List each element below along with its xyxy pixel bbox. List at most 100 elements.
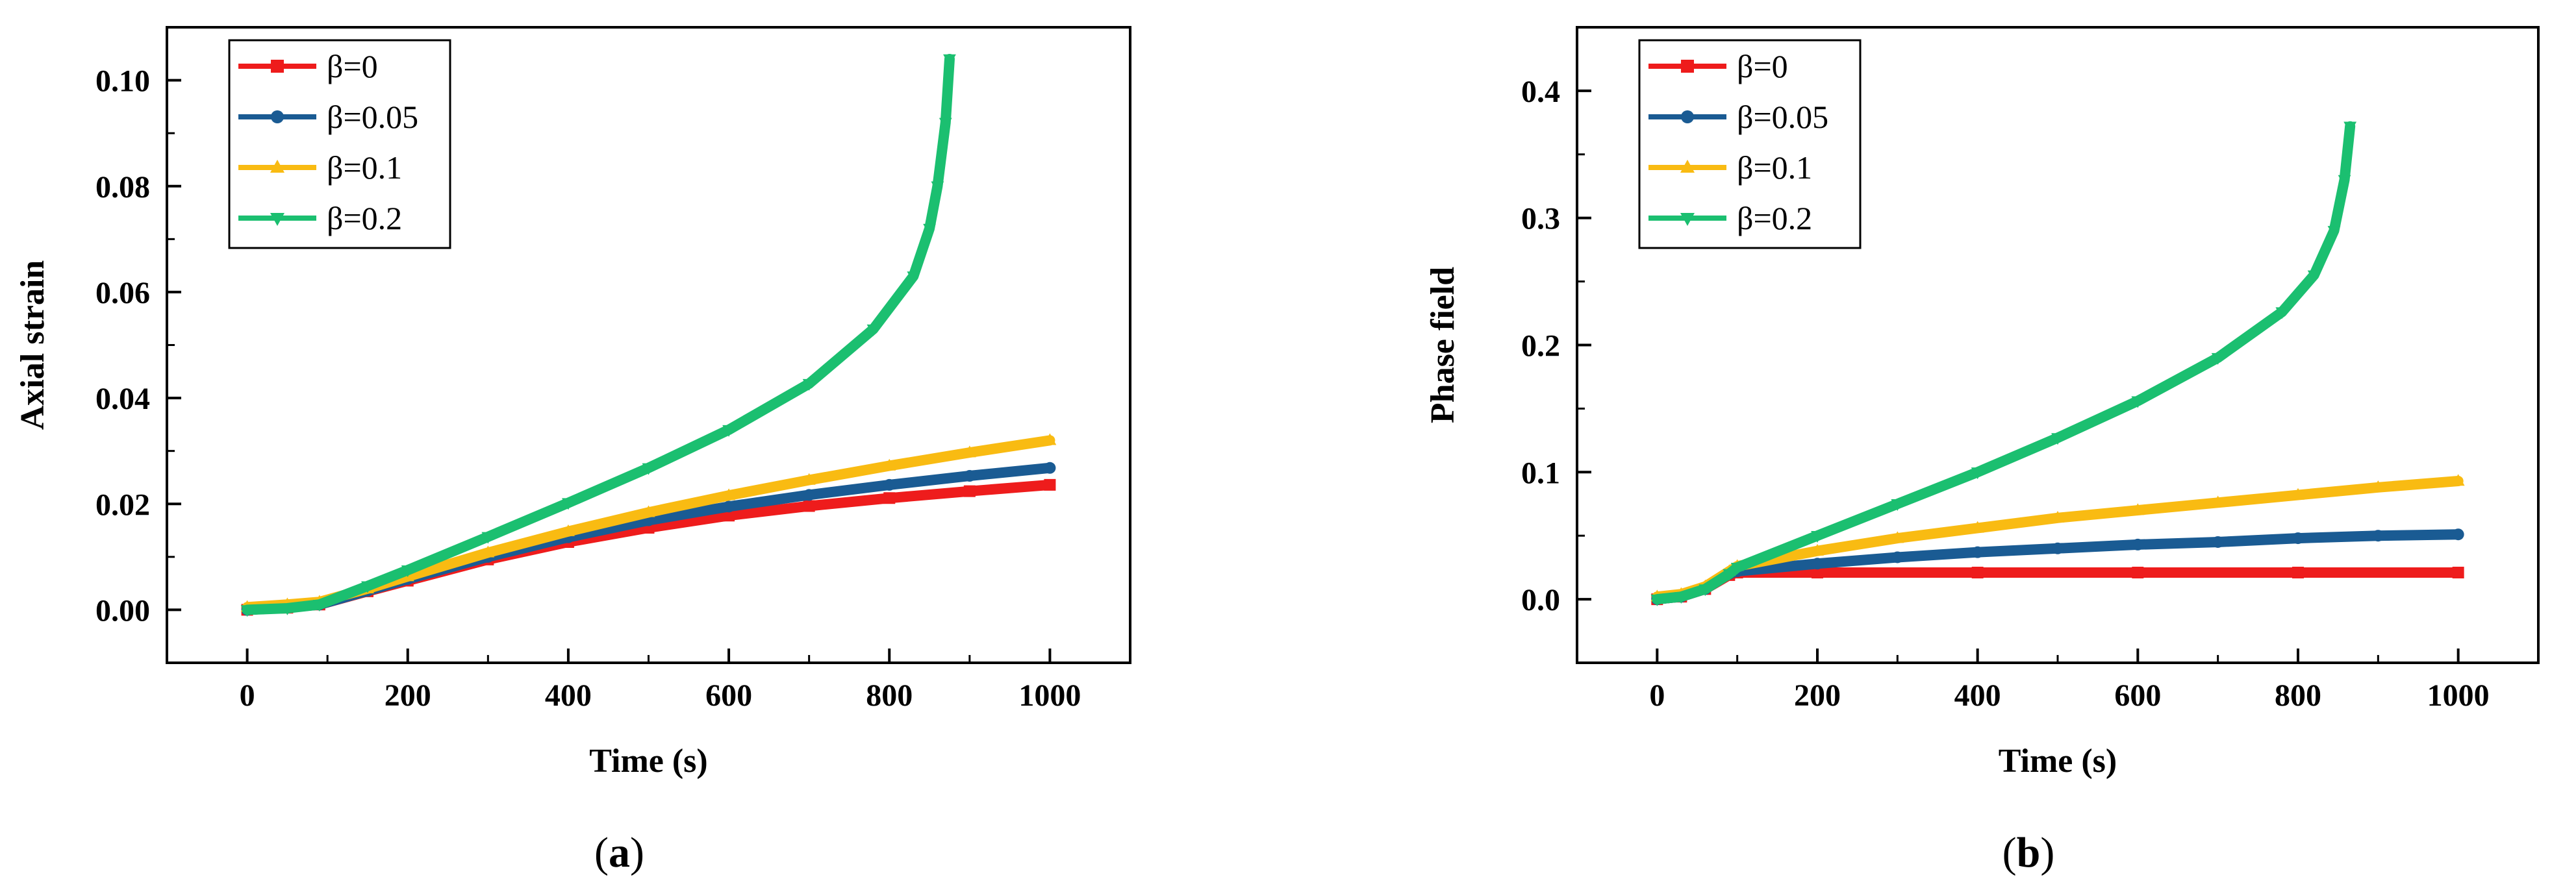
- chart-b-series-2: [1651, 528, 2464, 606]
- chart-a-data-point: [939, 117, 952, 130]
- chart-b-data-point: [2212, 536, 2224, 548]
- chart-b-legend-label: β=0: [1737, 48, 1788, 84]
- chart-b-data-point: [2051, 433, 2064, 445]
- chart-a-data-point: [883, 458, 896, 471]
- chart-a-series-4: [240, 53, 956, 617]
- chart-b-legend-marker: [1680, 160, 1695, 173]
- chart-b-data-point: [2275, 307, 2289, 319]
- chart-a-data-point: [963, 470, 976, 482]
- chart-a-legend: β=0 β=0.05 β=0.1 β=0.2: [228, 39, 451, 249]
- chart-a-y-tick-label: 0.06: [95, 276, 150, 310]
- chart-a-x-tick-label: 400: [545, 678, 592, 713]
- chart-a-data-point: [723, 501, 735, 513]
- chart-b-y-axis-label: Phase field: [1424, 267, 1461, 423]
- chart-b-data-point: [2051, 510, 2064, 523]
- chart-b-legend-marker: [1680, 213, 1695, 226]
- chart-b-data-point: [2132, 566, 2144, 578]
- chart-b-x-tick-label: 1000: [2427, 678, 2490, 713]
- chart-b-series-line: [1652, 121, 2356, 605]
- chart-b-data-point: [2292, 488, 2305, 500]
- chart-a-data-point: [907, 271, 920, 284]
- chart-a-legend-marker: [271, 110, 284, 123]
- chart-b-data-point: [1730, 562, 1744, 575]
- chart-b-data-point: [2292, 566, 2304, 578]
- chart-a-data-point: [562, 524, 575, 536]
- chart-b-y-tick-label: 0.0: [1521, 583, 1560, 617]
- chart-a-data-point: [1043, 433, 1057, 445]
- chart-b-x-tick-label: 400: [1954, 678, 2001, 713]
- chart-b-series-4: [1650, 121, 2357, 606]
- chart-a-data-point: [361, 581, 374, 593]
- chart-b-data-point: [1971, 546, 1984, 558]
- chart-a-y-tick-label: 0.02: [95, 488, 150, 522]
- chart-b-legend: β=0 β=0.05 β=0.1 β=0.2: [1638, 39, 1862, 249]
- chart-b-data-point: [1811, 543, 1824, 556]
- chart-b-data-point: [2131, 503, 2145, 515]
- chart-b-data-point: [1891, 551, 1904, 563]
- chart-b-legend-label: β=0.2: [1737, 200, 1812, 236]
- chart-a-y-tick-label: 0.10: [95, 64, 150, 99]
- chart-a-legend-label: β=0.1: [327, 149, 402, 186]
- chart-a-x-tick-label: 1000: [1018, 678, 1081, 713]
- chart-b-x-axis-label: Time (s): [1999, 743, 2117, 780]
- chart-b-legend-label: β=0.05: [1737, 99, 1828, 135]
- chart-b-legend-marker: [1681, 110, 1694, 123]
- chart-b-data-point: [2292, 532, 2304, 545]
- chart-a-data-point: [642, 463, 655, 475]
- chart-b-data-point: [1891, 531, 1904, 543]
- chart-b-panel-label: (b): [2002, 829, 2055, 876]
- chart-a-data-point: [943, 54, 956, 66]
- chart-b-x-tick-label: 800: [2275, 678, 2321, 713]
- chart-a-panel-label: (a): [594, 829, 644, 876]
- chart-a-data-point: [1044, 478, 1056, 491]
- chart-b-data-point: [2338, 175, 2351, 187]
- chart-a-y-tick-label: 0.08: [95, 170, 150, 204]
- chart-b-y-tick-label: 0.3: [1521, 202, 1560, 236]
- chart-b-data-point: [1811, 531, 1824, 543]
- chart-b-data-point: [2132, 538, 2144, 550]
- chart-b-data-point: [2211, 495, 2225, 508]
- chart-a-y-tick-label: 0.04: [95, 382, 150, 416]
- chart-b-data-point: [2452, 528, 2464, 541]
- chart-a-y-tick-label: 0.00: [95, 593, 150, 628]
- panel-a-axial-strain-chart: 0 200 400 600 800 1000 0.00 0.02 0.04 0.06 0.08 0.1…: [14, 26, 1131, 876]
- chart-b-data-point: [2451, 474, 2465, 486]
- chart-b-x-tick-label: 200: [1794, 678, 1841, 713]
- chart-a-data-point: [883, 492, 896, 504]
- chart-b-series-line: [1652, 567, 2464, 605]
- chart-b-x-tick-label: 600: [2114, 678, 2161, 713]
- chart-b-legend-box: [1638, 39, 1862, 249]
- chart-a-legend-label: β=0: [327, 48, 378, 84]
- chart-a-legend-box: [228, 39, 451, 249]
- chart-b-data-point: [1971, 467, 1984, 480]
- chart-a-legend-marker: [270, 160, 284, 173]
- chart-b-data-point: [1812, 566, 1823, 578]
- chart-a-legend-label: β=0.2: [327, 200, 402, 236]
- chart-a-data-point: [481, 545, 495, 558]
- chart-b-data-point: [2307, 270, 2321, 282]
- chart-a-data-point: [802, 378, 816, 391]
- chart-a-data-point: [1044, 462, 1056, 474]
- chart-a-data-point: [281, 603, 294, 615]
- chart-b-data-point: [1812, 558, 1823, 570]
- chart-a-data-point: [803, 489, 815, 501]
- chart-a-x-tick-label: 0: [240, 678, 255, 713]
- chart-a-data-point: [722, 488, 735, 501]
- chart-b-data-point: [1971, 566, 1984, 578]
- chart-a-legend-marker: [270, 213, 284, 226]
- chart-b-data-point: [1650, 594, 1664, 606]
- chart-b-y-tick-label: 0.1: [1521, 456, 1560, 490]
- chart-b-data-point: [2452, 566, 2464, 578]
- chart-b-data-point: [1891, 499, 1904, 512]
- chart-b-data-point: [2052, 542, 2064, 554]
- chart-a-data-point: [481, 532, 495, 544]
- chart-b-data-point: [1971, 521, 1984, 533]
- chart-a-data-point: [642, 505, 655, 517]
- chart-a-data-point: [312, 600, 326, 612]
- chart-b-data-point: [2343, 121, 2357, 134]
- chart-a-data-point: [562, 498, 575, 510]
- chart-a-data-point: [883, 478, 896, 491]
- chart-a-data-point: [923, 223, 936, 236]
- chart-b-x-tick-label: 0: [1649, 678, 1665, 713]
- chart-b-data-point: [1674, 591, 1688, 604]
